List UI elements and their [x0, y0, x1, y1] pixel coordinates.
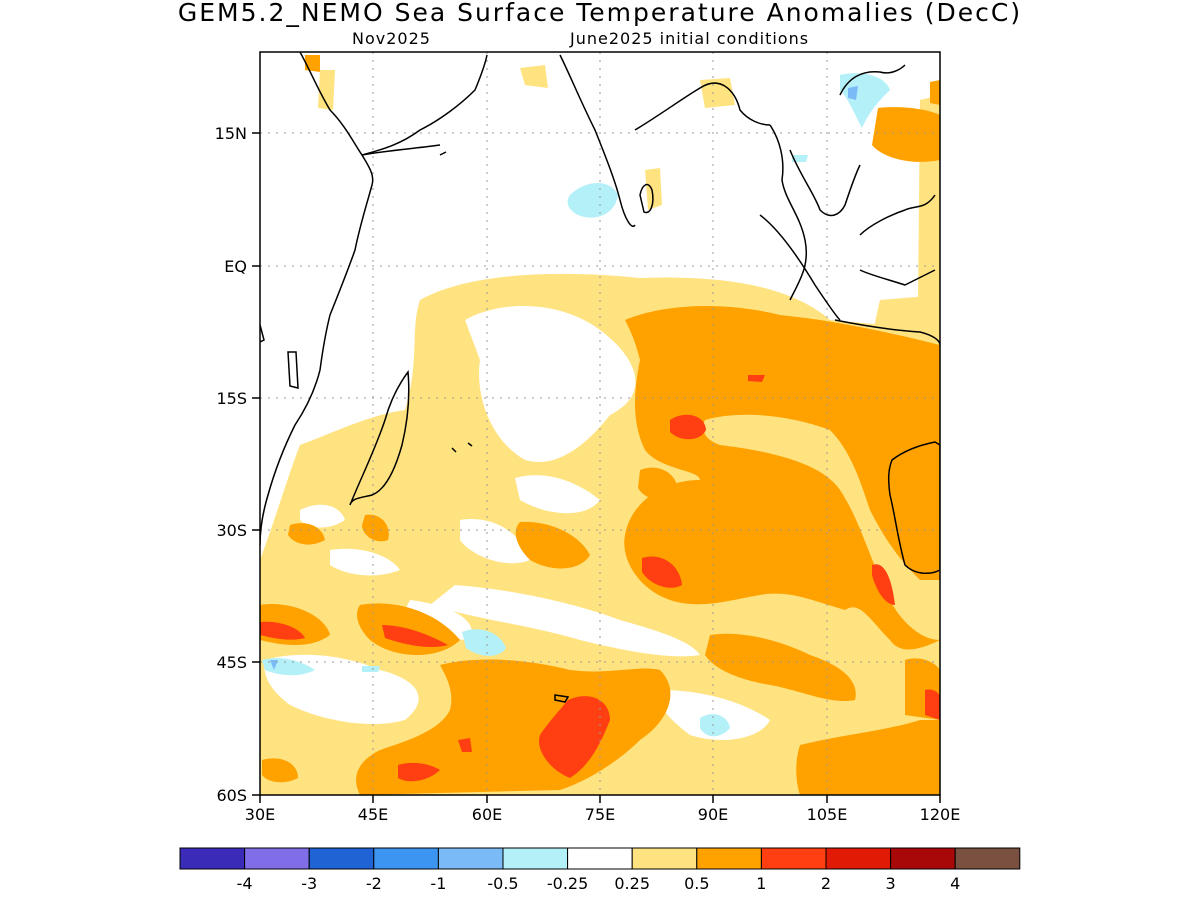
colorbar-label: 4 — [950, 874, 960, 893]
axis-ticks — [252, 132, 941, 803]
y-tick-label: 15N — [215, 124, 247, 143]
colorbar-label: -0.5 — [487, 874, 518, 893]
colorbar-swatch — [954, 847, 1021, 870]
colorbar-label: -4 — [237, 874, 253, 893]
colorbar-label: -2 — [366, 874, 382, 893]
y-tick-label: EQ — [224, 257, 247, 276]
colorbar-label: 1 — [756, 874, 766, 893]
x-tick-label: 120E — [920, 805, 961, 824]
colorbar-swatch — [760, 847, 827, 870]
colorbar-swatch — [437, 847, 504, 870]
x-tick-label: 75E — [585, 805, 615, 824]
y-tick-label: 15S — [216, 389, 247, 408]
colorbar-swatch — [308, 847, 375, 870]
colorbar: -4 -3 -2 -1 -0.5 -0.25 0.25 0.5 1 2 3 4 — [179, 847, 1021, 893]
x-tick-label: 60E — [472, 805, 502, 824]
colorbar-swatch — [179, 847, 246, 870]
colorbar-label: 3 — [886, 874, 896, 893]
colorbar-swatch — [890, 847, 956, 870]
coastlines — [260, 52, 940, 703]
colorbar-swatch — [502, 847, 569, 870]
colorbar-swatch — [244, 847, 310, 870]
gridlines — [260, 52, 940, 795]
map-title: GEM5.2_NEMO Sea Surface Temperature Anom… — [177, 0, 1023, 27]
colorbar-label: -3 — [301, 874, 317, 893]
colorbar-label: -0.25 — [547, 874, 588, 893]
colorbar-swatch — [373, 847, 439, 870]
y-axis-labels: 15N EQ 15S 30S 45S 60S — [215, 124, 247, 805]
y-tick-label: 60S — [216, 786, 247, 805]
colorbar-label: 0.5 — [684, 874, 709, 893]
y-tick-label: 45S — [216, 653, 247, 672]
colorbar-swatch — [631, 847, 698, 870]
colorbar-label: 0.25 — [614, 874, 650, 893]
colorbar-swatch — [567, 847, 633, 870]
x-tick-label: 45E — [358, 805, 388, 824]
x-tick-label: 90E — [698, 805, 728, 824]
anomaly-neg-0.5-neg-0.25-regions — [262, 73, 890, 737]
colorbar-swatch — [696, 847, 762, 870]
anomaly-field — [260, 52, 940, 795]
y-tick-label: 30S — [216, 521, 247, 540]
x-axis-labels: 30E 45E 60E 75E 90E 105E 120E — [245, 805, 961, 824]
colorbar-swatch — [825, 847, 892, 870]
colorbar-label: -1 — [430, 874, 446, 893]
initial-conditions-label: June2025 initial conditions — [570, 29, 810, 48]
x-tick-label: 30E — [245, 805, 275, 824]
colorbar-label: 2 — [821, 874, 831, 893]
x-tick-label: 105E — [807, 805, 848, 824]
forecast-month-label: Nov2025 — [352, 29, 431, 48]
anomaly-1-2-regions — [260, 375, 940, 782]
